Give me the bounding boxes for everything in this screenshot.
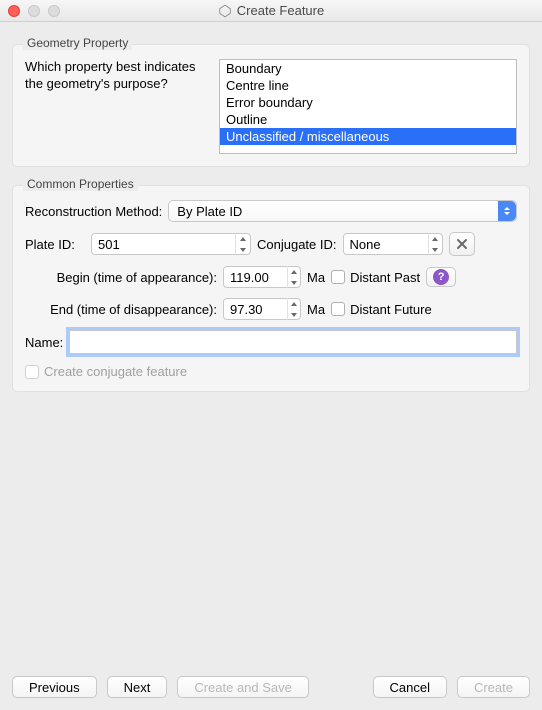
name-label: Name:	[25, 335, 63, 350]
next-button[interactable]: Next	[107, 676, 168, 698]
stepper-down-icon[interactable]	[429, 244, 442, 255]
traffic-lights	[0, 5, 60, 17]
stepper-down-icon[interactable]	[236, 244, 250, 255]
conjugate-id-label: Conjugate ID:	[257, 237, 337, 252]
reconstruction-method-value: By Plate ID	[177, 204, 242, 219]
stepper-up-icon[interactable]	[288, 266, 300, 277]
help-icon: ?	[433, 269, 449, 285]
select-arrows-icon	[498, 201, 516, 221]
geometry-option[interactable]: Unclassified / miscellaneous	[220, 128, 516, 145]
close-window-button[interactable]	[8, 5, 20, 17]
footer-buttons: Previous Next Create and Save Cancel Cre…	[12, 676, 530, 698]
end-time-input[interactable]	[224, 302, 287, 317]
create-button[interactable]: Create	[457, 676, 530, 698]
common-legend: Common Properties	[23, 177, 138, 191]
geometry-purpose-listbox[interactable]: BoundaryCentre lineError boundaryOutline…	[219, 59, 517, 154]
geometry-property-group: Geometry Property Which property best in…	[12, 44, 530, 167]
cancel-button[interactable]: Cancel	[373, 676, 447, 698]
distant-past-checkbox[interactable]: Distant Past	[331, 270, 420, 285]
name-input[interactable]	[69, 330, 517, 354]
stepper-down-icon[interactable]	[288, 309, 300, 320]
clear-conjugate-button[interactable]	[449, 232, 475, 256]
reconstruction-method-label: Reconstruction Method:	[25, 204, 162, 219]
stepper-up-icon[interactable]	[236, 233, 250, 244]
create-conjugate-label: Create conjugate feature	[44, 364, 187, 379]
create-conjugate-checkbox: Create conjugate feature	[25, 364, 187, 379]
geometry-option[interactable]: Centre line	[220, 77, 516, 94]
conjugate-id-input[interactable]	[344, 237, 428, 252]
conjugate-id-spinner[interactable]	[343, 233, 443, 255]
geometry-option[interactable]: Error boundary	[220, 94, 516, 111]
window-title: Create Feature	[0, 0, 542, 21]
ma-unit: Ma	[307, 270, 325, 285]
previous-button[interactable]: Previous	[12, 676, 97, 698]
distant-past-label: Distant Past	[350, 270, 420, 285]
plate-id-spinner[interactable]	[91, 233, 251, 255]
reconstruction-method-select[interactable]: By Plate ID	[168, 200, 517, 222]
stepper-up-icon[interactable]	[429, 233, 442, 244]
geometry-option[interactable]: Boundary	[220, 60, 516, 77]
plate-id-label: Plate ID:	[25, 237, 85, 252]
app-icon	[218, 4, 232, 18]
zoom-window-button[interactable]	[48, 5, 60, 17]
end-time-spinner[interactable]	[223, 298, 301, 320]
ma-unit: Ma	[307, 302, 325, 317]
begin-time-input[interactable]	[224, 270, 287, 285]
plate-id-input[interactable]	[92, 237, 235, 252]
distant-future-label: Distant Future	[350, 302, 432, 317]
begin-time-label: Begin (time of appearance):	[37, 270, 217, 285]
stepper-down-icon[interactable]	[288, 277, 300, 288]
minimize-window-button[interactable]	[28, 5, 40, 17]
x-icon	[456, 238, 468, 250]
end-time-label: End (time of disappearance):	[37, 302, 217, 317]
begin-time-spinner[interactable]	[223, 266, 301, 288]
geometry-option[interactable]: Outline	[220, 111, 516, 128]
help-button[interactable]: ?	[426, 267, 456, 287]
stepper-up-icon[interactable]	[288, 298, 300, 309]
distant-future-checkbox[interactable]: Distant Future	[331, 302, 432, 317]
create-and-save-button[interactable]: Create and Save	[177, 676, 309, 698]
geometry-question: Which property best indicates the geomet…	[25, 59, 205, 154]
common-properties-group: Common Properties Reconstruction Method:…	[12, 185, 530, 392]
titlebar: Create Feature	[0, 0, 542, 22]
geometry-legend: Geometry Property	[23, 36, 132, 50]
